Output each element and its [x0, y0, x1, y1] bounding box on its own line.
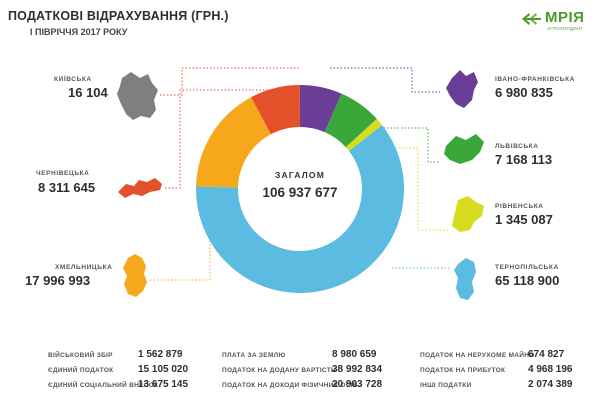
region-value-rivne: 1 345 087	[495, 212, 553, 227]
region-value-khmelnytskyi: 17 996 993	[25, 273, 91, 288]
donut-slice-chernivtsi	[251, 85, 300, 135]
region-shape-khmelnytskyi	[123, 254, 147, 297]
region-label-chernivtsi: ЧЕРНІВЕЦЬКА	[36, 170, 90, 177]
region-label-kyiv: КИЇВСЬКА	[54, 76, 92, 83]
region-value-lviv: 7 168 113	[495, 152, 553, 167]
region-label-khmelnytskyi: ХМЕЛЬНИЦЬКА	[55, 264, 113, 271]
region-label-ternopil: ТЕРНОПІЛЬСЬКА	[495, 264, 559, 271]
tax-label: ПОДАТОК НА ДОДАНУ ВАРТІСТЬ	[222, 367, 337, 374]
region-shape-ivano-frankivsk	[446, 70, 478, 108]
donut-slice-ternopil	[196, 125, 404, 293]
tax-value: 674 827	[528, 349, 565, 360]
region-label-lviv: ЛЬВІВСЬКА	[495, 143, 539, 150]
leader-ivano-frankivsk	[330, 67, 440, 93]
logo-leaf-icon	[522, 13, 541, 25]
donut-slice-rivne	[345, 118, 383, 151]
tax-label: ВІЙСЬКОВИЙ ЗБІР	[48, 352, 113, 359]
page-subtitle: I ПІВРІЧЧЯ 2017 РОКУ	[30, 27, 128, 37]
region-label-ivano-frankivsk: ІВАНО-ФРАНКІВСЬКА	[495, 76, 575, 83]
tax-value: 38 992 834	[332, 364, 383, 375]
tax-label: ПОДАТОК НА ПРИБУТОК	[420, 367, 506, 374]
leader-lviv	[380, 127, 440, 163]
company-logo: МРІЯ АГРОХОЛДИНГ	[521, 9, 593, 35]
tax-value: 2 074 389	[528, 379, 573, 390]
tax-label: ЄДИНИЙ СОЦІАЛЬНИЙ ВНЕСОК	[48, 382, 159, 389]
region-value-chernivtsi: 8 311 645	[38, 180, 96, 195]
tax-label: ЄДИНИЙ ПОДАТОК	[48, 367, 114, 374]
tax-value: 20 903 728	[332, 379, 383, 390]
tax-value: 15 105 020	[138, 364, 189, 375]
tax-value: 8 980 659	[332, 349, 377, 360]
tax-value: 13 675 145	[138, 379, 189, 390]
region-value-kyiv: 16 104	[68, 85, 108, 100]
total-value: 106 937 677	[262, 185, 338, 200]
logo-name: МРІЯ	[545, 9, 585, 26]
donut-slice-ivano-frankivsk	[300, 85, 342, 133]
tax-label: ПОДАТОК НА НЕРУХОМЕ МАЙНО	[420, 352, 535, 359]
tax-value: 1 562 879	[138, 349, 183, 360]
total-label: ЗАГАЛОМ	[274, 170, 326, 180]
region-value-ivano-frankivsk: 6 980 835	[495, 85, 553, 100]
tax-label: ПЛАТА ЗА ЗЕМЛЮ	[222, 352, 286, 359]
region-label-rivne: РІВНЕНСЬКА	[495, 203, 544, 210]
tax-breakdown: ВІЙСЬКОВИЙ ЗБІР 1 562 879 ЄДИНИЙ ПОДАТОК…	[0, 348, 600, 400]
region-value-ternopil: 65 118 900	[495, 273, 560, 288]
donut-slice-lviv	[324, 93, 377, 148]
tax-value: 4 968 196	[528, 364, 573, 375]
donut-slice-khmelnytskyi	[196, 97, 271, 188]
logo-subtitle: АГРОХОЛДИНГ	[547, 26, 584, 31]
donut-slices	[196, 85, 404, 293]
leader-kyiv	[160, 67, 300, 96]
tax-label: ІНШІ ПОДАТКИ	[420, 382, 472, 389]
region-shape-kyiv	[117, 72, 158, 120]
region-shape-chernivtsi	[118, 178, 162, 198]
page-title: ПОДАТКОВІ ВІДРАХУВАННЯ (ГРН.)	[8, 9, 229, 23]
region-shape-ternopil	[454, 258, 476, 300]
leader-chernivtsi	[165, 89, 270, 189]
leader-rivne	[392, 147, 448, 231]
region-shape-lviv	[444, 134, 484, 164]
tax-label: ПОДАТОК НА ДОХОДИ ФІЗИЧНИХ ОСІБ	[222, 382, 358, 389]
region-shape-rivne	[452, 196, 484, 232]
